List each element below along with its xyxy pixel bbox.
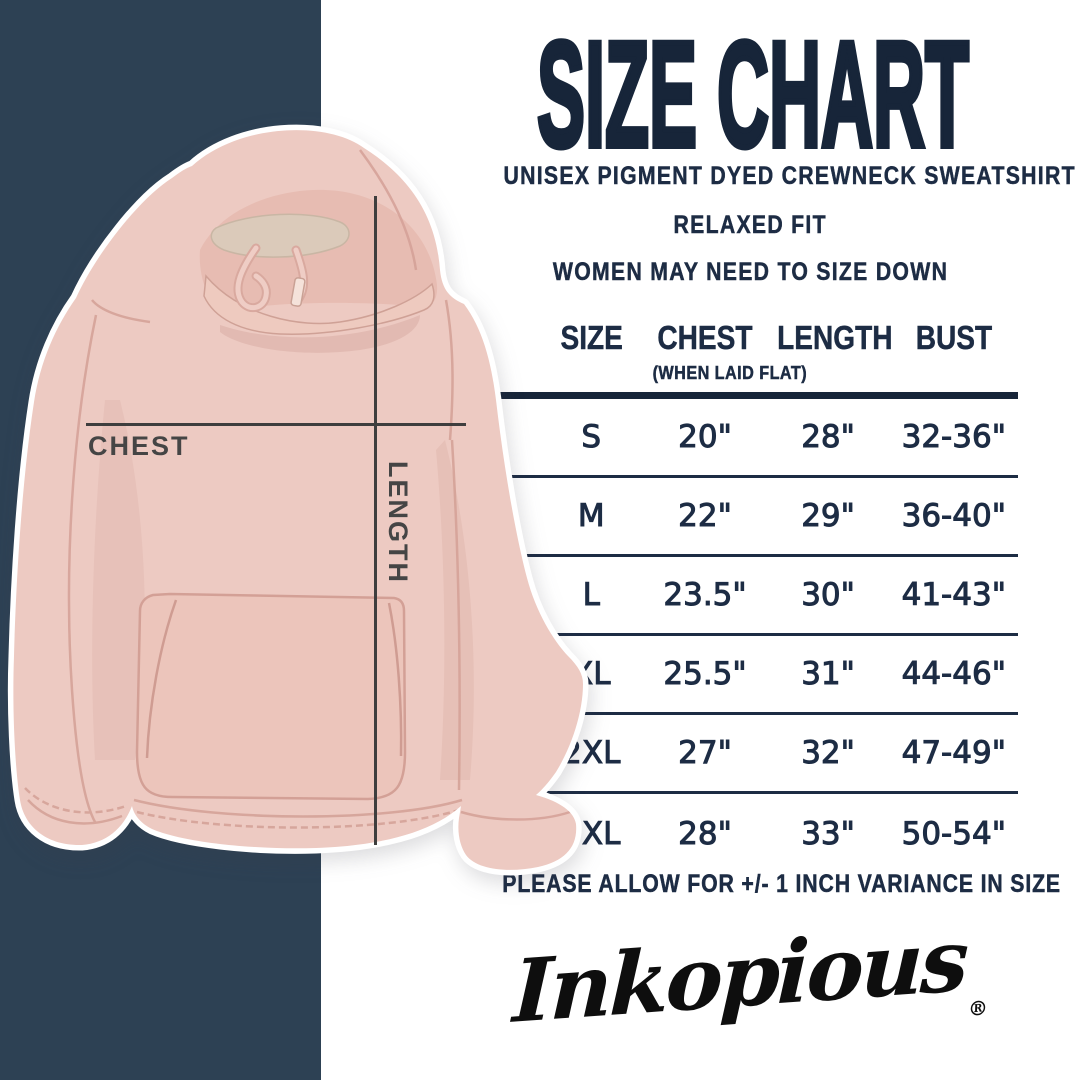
- table-row: XL 25.5" 31" 44-46": [483, 636, 1018, 715]
- subtitle-fit-text: RELAXED FIT: [673, 211, 828, 240]
- column-header-length: LENGTH: [776, 319, 893, 357]
- subtitle-fit: RELAXED FIT: [453, 211, 1048, 240]
- subtitle-sizing-advice: WOMEN MAY NEED TO SIZE DOWN: [453, 258, 1048, 287]
- navy-side-band: [0, 0, 321, 1080]
- cell-size: XL: [571, 656, 611, 693]
- subtitle-sizing-advice-text: WOMEN MAY NEED TO SIZE DOWN: [552, 258, 949, 287]
- hoodie-shade-right: [436, 440, 474, 780]
- brand-logo: Inkopious®: [453, 910, 1048, 1058]
- table-row: L 23.5" 30" 41-43": [483, 557, 1018, 636]
- cell-size: S: [581, 419, 602, 456]
- registered-trademark-icon: ®: [967, 995, 988, 1021]
- cell-size: L: [582, 577, 600, 614]
- cell-chest: 22": [678, 498, 733, 535]
- page-title-text: SIZE CHART: [536, 10, 971, 181]
- cell-chest: 23.5": [663, 577, 747, 614]
- table-row: M 22" 29" 36-40": [483, 478, 1018, 557]
- length-measure-label: LENGTH: [383, 461, 413, 584]
- pocket-slit-right: [387, 602, 403, 757]
- table-row: 3XL 28" 33" 50-54": [483, 794, 1018, 873]
- chest-measure-label: CHEST: [88, 431, 190, 461]
- size-table-rows: S 20" 28" 32-36" M 22" 29" 36-40" L 23.5" 30" 41-43…: [483, 399, 1018, 873]
- cell-chest: 25.5": [663, 656, 747, 693]
- column-header-chest: CHEST: [657, 319, 753, 357]
- length-measure-line: [374, 196, 377, 845]
- cell-size: 2XL: [562, 735, 621, 772]
- cell-length: 33": [801, 815, 856, 852]
- cell-size: M: [577, 498, 605, 535]
- variance-footnote-text: PLEASE ALLOW FOR +/- 1 INCH VARIANCE IN …: [502, 870, 1061, 899]
- column-header-bust: BUST: [915, 319, 992, 357]
- cell-length: 32": [801, 735, 856, 772]
- table-header-rule: [483, 392, 1018, 399]
- cell-length: 30": [801, 577, 856, 614]
- column-header-size: SIZE: [560, 319, 623, 357]
- table-row: 2XL 27" 32" 47-49": [483, 715, 1018, 794]
- cell-bust: 44-46": [901, 656, 1006, 693]
- page-title: SIZE CHART: [453, 10, 1048, 181]
- cell-bust: 32-36": [901, 419, 1006, 456]
- size-table-subheader: (WHEN LAID FLAT): [483, 360, 1018, 392]
- size-table-header: SIZE CHEST LENGTH BUST: [483, 316, 1018, 360]
- cell-length: 29": [801, 498, 856, 535]
- cell-bust: 36-40": [901, 498, 1006, 535]
- cell-bust: 41-43": [901, 577, 1006, 614]
- size-table: SIZE CHEST LENGTH BUST (WHEN LAID FLAT) …: [483, 316, 1018, 873]
- chest-note: (WHEN LAID FLAT): [652, 363, 807, 384]
- subtitle-product: UNISEX PIGMENT DYED CREWNECK SWEATSHIRT: [453, 162, 1074, 191]
- cell-length: 31": [801, 656, 856, 693]
- cell-length: 28": [801, 419, 856, 456]
- brand-logo-text: Inkopious: [510, 909, 968, 1043]
- subtitle-product-text: UNISEX PIGMENT DYED CREWNECK SWEATSHIRT: [503, 162, 1076, 191]
- brand-logo-text-wrap: Inkopious®: [510, 899, 992, 1075]
- cell-bust: 50-54": [901, 815, 1006, 852]
- cell-bust: 47-49": [901, 735, 1006, 772]
- cell-size: 3XL: [562, 815, 621, 852]
- chest-measure-line: [86, 423, 466, 426]
- cell-chest: 28": [678, 815, 733, 852]
- table-row: S 20" 28" 32-36": [483, 399, 1018, 478]
- cell-chest: 27": [678, 735, 733, 772]
- cell-chest: 20": [678, 419, 733, 456]
- variance-footnote: PLEASE ALLOW FOR +/- 1 INCH VARIANCE IN …: [453, 869, 1060, 899]
